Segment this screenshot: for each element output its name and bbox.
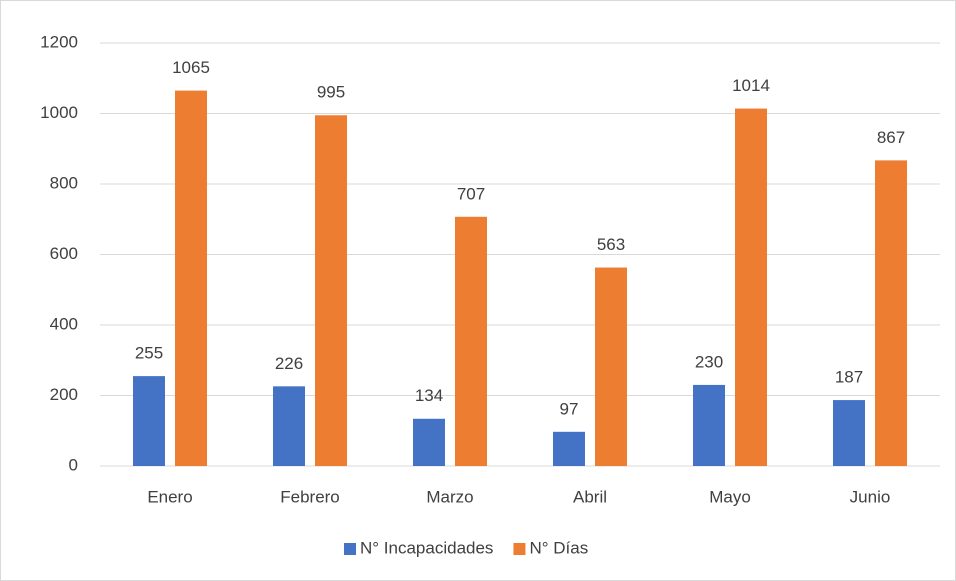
- y-tick-label: 1200: [40, 32, 78, 51]
- legend-label: N° Días: [529, 538, 588, 557]
- x-tick-label: Junio: [850, 487, 891, 506]
- bar: [875, 160, 907, 466]
- data-label: 563: [597, 235, 625, 254]
- data-label: 230: [695, 352, 723, 371]
- y-tick-label: 400: [50, 314, 78, 333]
- bar: [133, 376, 165, 466]
- bar: [455, 216, 487, 466]
- x-tick-label: Abril: [573, 487, 607, 506]
- data-label: 97: [560, 399, 579, 418]
- x-tick-label: Enero: [147, 487, 192, 506]
- data-label: 134: [415, 386, 443, 405]
- legend-swatch: [513, 543, 526, 555]
- data-label: 187: [835, 368, 863, 387]
- bar: [833, 400, 865, 466]
- bar: [413, 418, 445, 466]
- legend-swatch: [344, 543, 356, 555]
- y-tick-label: 200: [50, 385, 78, 404]
- bar: [595, 267, 627, 466]
- data-label: 226: [275, 354, 303, 373]
- data-label: 995: [317, 83, 345, 102]
- data-label: 255: [135, 344, 163, 363]
- data-label: 707: [457, 184, 485, 203]
- legend-label: N° Incapacidades: [360, 538, 493, 557]
- y-tick-label: 1000: [40, 103, 78, 122]
- data-label: 867: [877, 128, 905, 147]
- bar: [735, 108, 767, 466]
- bar: [175, 90, 207, 467]
- y-tick-label: 0: [69, 455, 78, 474]
- bar: [273, 386, 305, 466]
- x-tick-label: Marzo: [426, 487, 473, 506]
- bar: [553, 431, 585, 466]
- y-tick-label: 800: [50, 173, 78, 192]
- bar: [315, 115, 347, 466]
- bar: [693, 384, 725, 466]
- x-tick-label: Mayo: [709, 487, 751, 506]
- data-label: 1014: [732, 76, 770, 95]
- x-tick-label: Febrero: [280, 487, 340, 506]
- data-label: 1065: [172, 58, 210, 77]
- y-tick-label: 600: [50, 244, 78, 263]
